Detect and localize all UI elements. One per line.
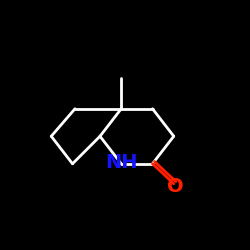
Text: NH: NH <box>105 153 138 172</box>
Text: O: O <box>168 177 184 196</box>
